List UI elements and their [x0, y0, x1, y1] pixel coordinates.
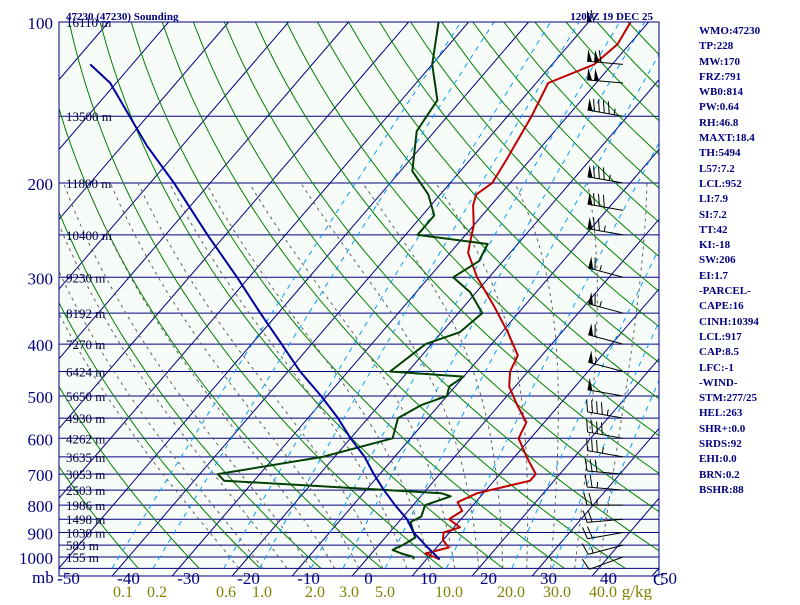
index-item: MW:170 [699, 55, 799, 70]
height-label: 11800 m [66, 176, 111, 191]
station-title: 47230 (47230) Sounding [66, 11, 179, 23]
height-label: 7270 m [66, 337, 105, 352]
index-item: -WIND- [699, 376, 799, 391]
index-item: EI:1.7 [699, 269, 799, 284]
wind-barb-halfflag [597, 482, 598, 488]
pressure-tick-label: 700 [28, 466, 54, 485]
isotherm-line [0, 22, 49, 576]
mixing-ratio-tick-label: 10.0 [435, 584, 463, 600]
mixing-ratio-tick-label: 0.2 [147, 584, 167, 600]
mixing-ratio-tick-label: 40.0 [589, 584, 617, 600]
mixing-ratio-tick-label: 0.6 [216, 584, 236, 600]
index-item: CAPE:16 [699, 299, 799, 314]
height-label: 155 m [66, 550, 99, 565]
height-label: 1986 m [66, 498, 105, 513]
mixing-ratio-tick-label: 3.0 [339, 584, 359, 600]
pressure-labels: 100 200 300 400 500 600 700 800 900 1000 [19, 14, 53, 568]
pressure-tick-label: 100 [28, 14, 54, 33]
index-item: LCL:917 [699, 330, 799, 345]
height-label: 3053 m [66, 467, 105, 482]
index-item: BRN:0.2 [699, 468, 799, 483]
index-item: WB0:814 [699, 85, 799, 100]
index-item: WMO:47230 [699, 24, 799, 39]
mixing-ratio-tick-label: 5.0 [375, 584, 395, 600]
index-item: BSHR:88 [699, 483, 799, 498]
index-item: SW:206 [699, 253, 799, 268]
index-item: FRZ:791 [699, 70, 799, 85]
index-item: HEL:263 [699, 406, 799, 421]
index-item: L57:7.2 [699, 162, 799, 177]
index-item: KI:-18 [699, 238, 799, 253]
index-item: CAP:8.5 [699, 345, 799, 360]
index-item: TP:228 [699, 39, 799, 54]
index-item: PW:0.64 [699, 100, 799, 115]
temperature-unit-label: C [653, 570, 664, 589]
index-item: RH:46.8 [699, 116, 799, 131]
index-item: MAXT:18.4 [699, 131, 799, 146]
height-label: 10400 m [66, 228, 112, 243]
index-item: CINH:10394 [699, 315, 799, 330]
height-label: 4262 m [66, 431, 105, 446]
height-label: 2503 m [66, 483, 105, 498]
index-item: LI:7.9 [699, 192, 799, 207]
mixing-ratio-tick-label: 0.1 [113, 584, 133, 600]
pressure-tick-label: 1000 [19, 549, 53, 568]
index-item: LCL:952 [699, 177, 799, 192]
index-item: SI:7.2 [699, 208, 799, 223]
mixing-ratio-tick-label: 1.0 [252, 584, 272, 600]
height-label: 5650 m [66, 389, 105, 404]
mixing-ratio-tick-label: 30.0 [543, 584, 571, 600]
index-item: SHR+:0.0 [699, 422, 799, 437]
pressure-tick-label: 400 [28, 336, 54, 355]
pressure-tick-label: 500 [28, 388, 54, 407]
index-item: STM:277/25 [699, 391, 799, 406]
temperature-tick-label: -30 [177, 569, 200, 588]
index-item: EHI:0.0 [699, 452, 799, 467]
height-label: 9230 m [66, 270, 105, 285]
mixing-ratio-tick-label: 2.0 [305, 584, 325, 600]
index-item: LFC:-1 [699, 361, 799, 376]
index-item: SRDS:92 [699, 437, 799, 452]
mixing-ratio-tick-label: 20.0 [497, 584, 525, 600]
height-label: 6424 m [66, 364, 105, 379]
observation-time: 1200Z 19 DEC 25 [570, 11, 653, 23]
pressure-tick-label: 900 [28, 525, 54, 544]
height-label: 3635 m [66, 450, 105, 465]
pressure-tick-label: 300 [28, 269, 54, 288]
index-item: TT:42 [699, 223, 799, 238]
plot-area [59, 22, 659, 576]
temperature-tick-label: -50 [57, 569, 80, 588]
pressure-unit-label: mb [32, 568, 54, 587]
height-label: 4930 m [66, 411, 105, 426]
temperature-tick-label: 0 [364, 569, 373, 588]
height-label: 13500 m [66, 109, 112, 124]
mixing-ratio-unit-label: g/kg [622, 582, 653, 600]
temperature-tick-label: 20 [480, 569, 497, 588]
pressure-tick-label: 200 [28, 175, 54, 194]
index-item: -PARCEL- [699, 284, 799, 299]
pressure-tick-label: 800 [28, 497, 54, 516]
index-item: TH:5494 [699, 146, 799, 161]
pressure-tick-label: 600 [28, 430, 54, 449]
height-label: 8192 m [66, 306, 105, 321]
